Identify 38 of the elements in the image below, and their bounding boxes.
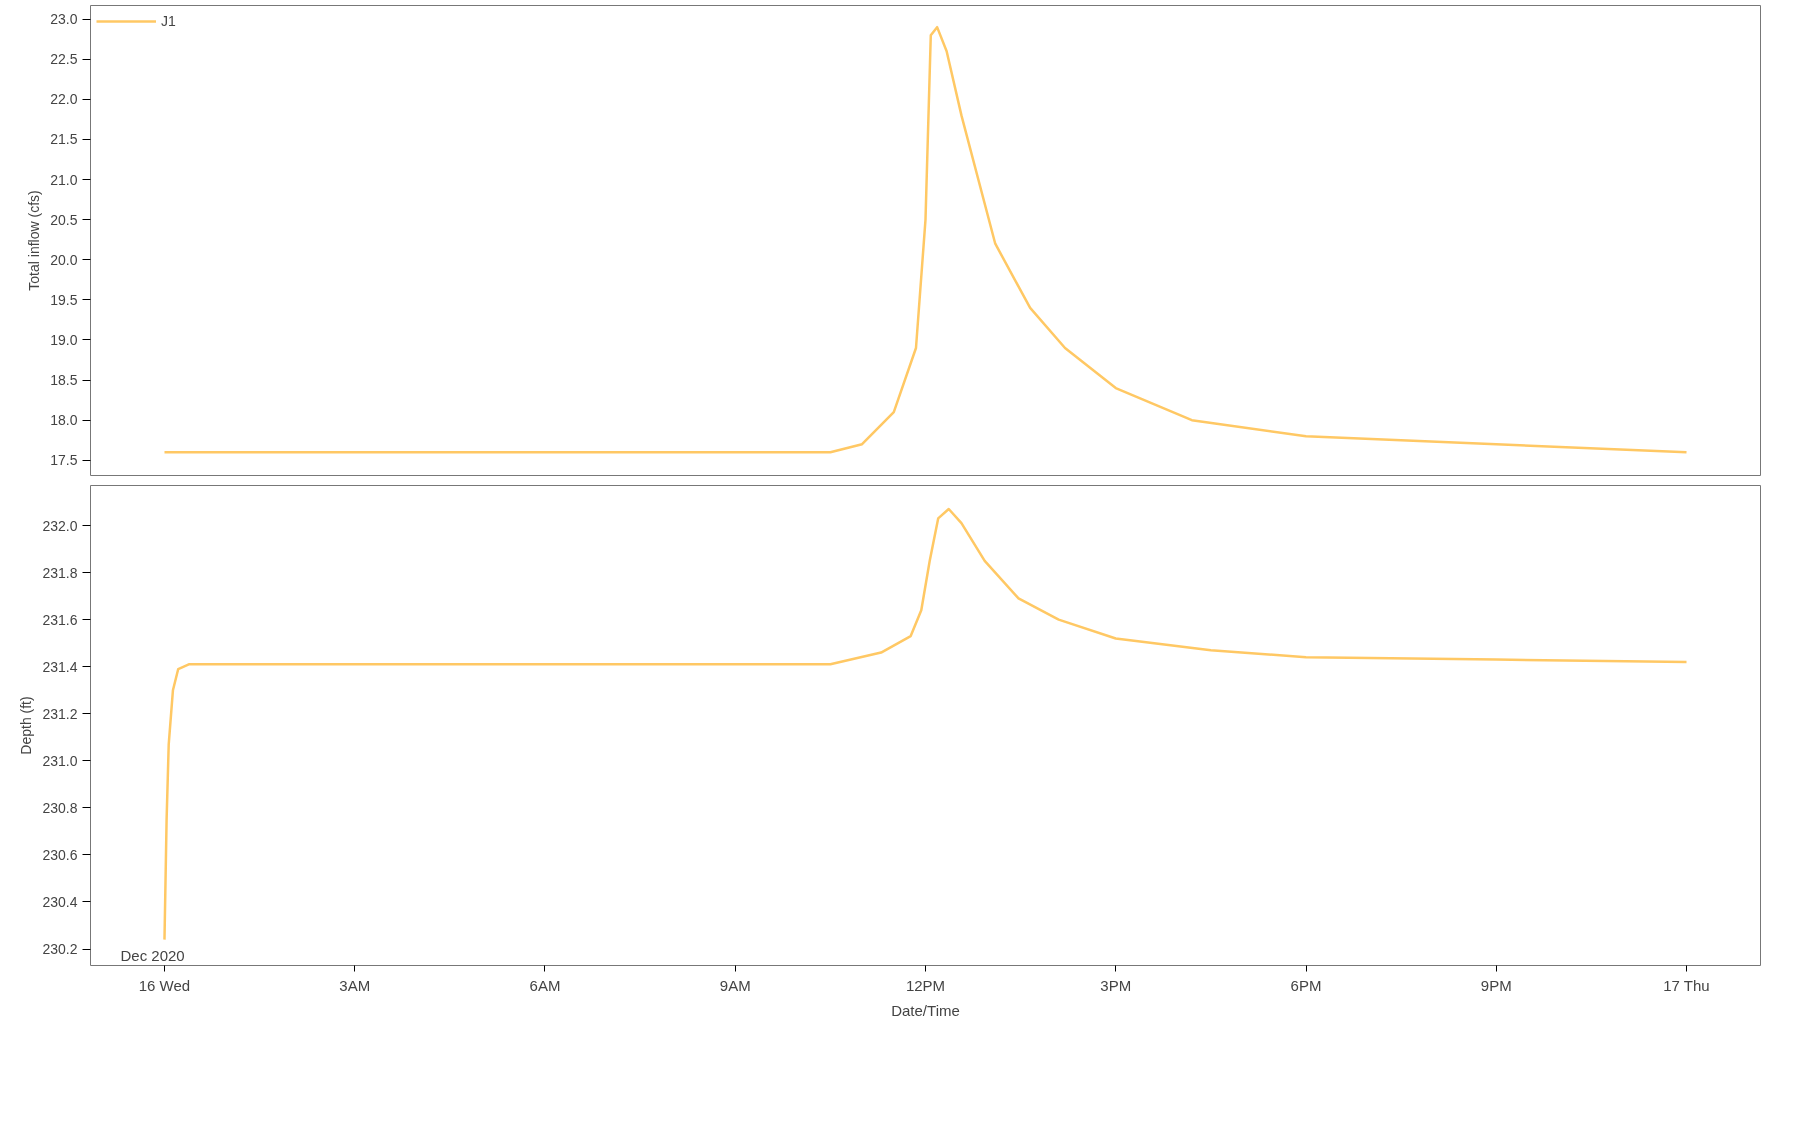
y-tick-label: 18.0 [50, 412, 78, 429]
x-tick-label: 9AM [719, 976, 751, 994]
x-tick-label: 3PM [1100, 976, 1132, 994]
y-tick-label: 19.0 [50, 331, 78, 348]
x-tick-label: 3AM [339, 976, 371, 994]
y-tick-label: 21.5 [50, 131, 78, 148]
line-series [163, 507, 1688, 941]
y-tick-label: 22.0 [50, 91, 78, 108]
y-tick-label: 231.4 [42, 658, 78, 675]
y-tick-label: 231.6 [42, 611, 78, 628]
y-tick-label: 21.0 [50, 171, 78, 188]
y-tick-label: 19.5 [50, 291, 78, 308]
y-tick-label: 20.5 [50, 211, 78, 228]
y-tick-label: 22.5 [50, 51, 78, 68]
x-tick-label: 16 Wed [138, 976, 191, 994]
y-tick-label: 230.6 [42, 846, 78, 863]
annotation: Dec 2020 [120, 946, 185, 964]
x-tick-label: 9PM [1480, 976, 1512, 994]
y-tick-label: 18.5 [50, 372, 78, 389]
y-tick-label: 230.4 [42, 893, 78, 910]
y-tick-label: 231.2 [42, 705, 78, 722]
y-tick-label: 231.0 [42, 752, 78, 769]
x-tick-label: 17 Thu [1663, 976, 1710, 994]
x-tick-label: 6PM [1290, 976, 1322, 994]
y-tick-label: 17.5 [50, 452, 78, 469]
y-tick-label: 231.8 [42, 564, 78, 581]
y-tick-label: 23.0 [50, 11, 78, 28]
y-tick-label: 230.8 [42, 799, 78, 816]
y-tick-label: 20.0 [50, 251, 78, 268]
x-axis-title: Date/Time [891, 1001, 960, 1019]
y-axis-title: Depth (ft) [18, 696, 35, 755]
y-axis-title: Total inflow (cfs) [26, 190, 43, 291]
legend-label: J1 [161, 13, 177, 29]
x-tick-label: 12PM [905, 976, 946, 994]
line-series [163, 25, 1688, 454]
y-tick-label: 232.0 [42, 517, 78, 534]
y-tick-label: 230.2 [42, 941, 78, 958]
x-tick-label: 6AM [529, 976, 561, 994]
